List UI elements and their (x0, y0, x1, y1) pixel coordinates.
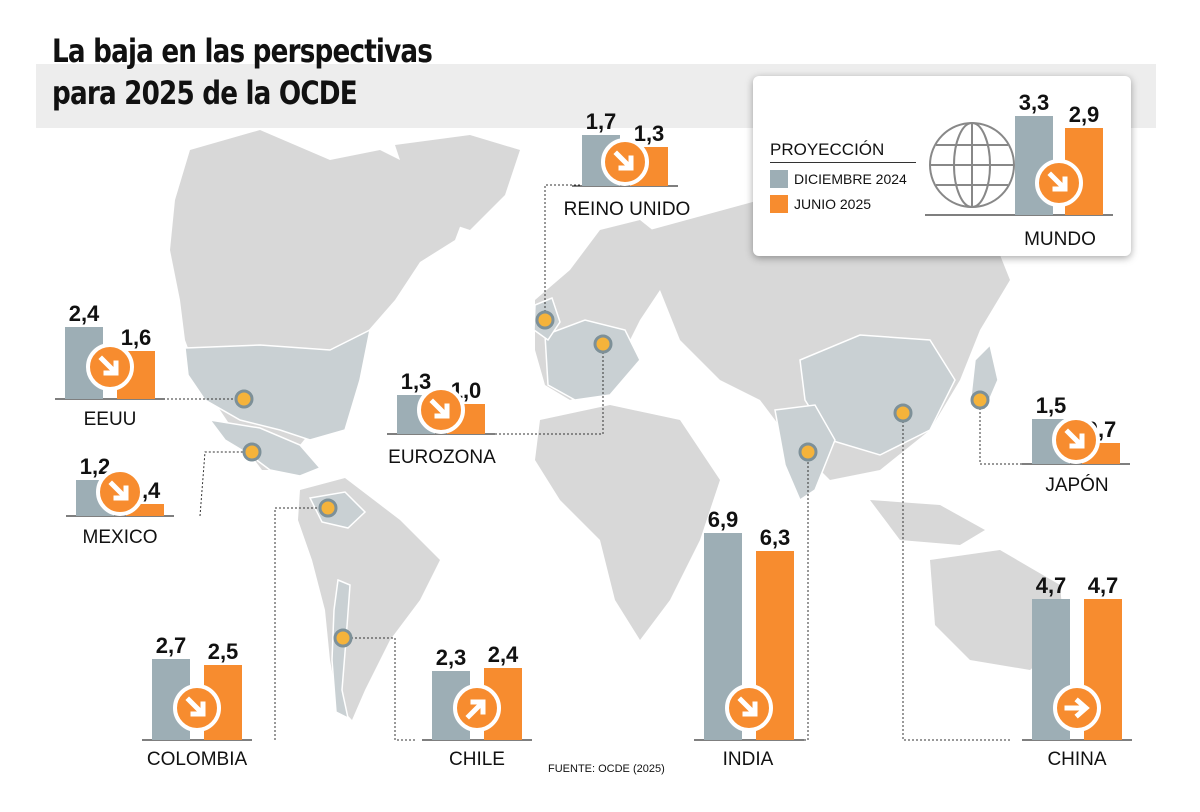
chart-group-chile: 2,3 2,4 CHILE (422, 642, 532, 770)
dot-eurozone (593, 334, 613, 354)
location-dots (234, 310, 990, 648)
value-label-colombia-jun: 2,5 (208, 639, 239, 664)
chart-group-china: 4,7 4,7 CHINA (1022, 573, 1132, 770)
value-label-jap-n-dec: 1,5 (1036, 393, 1067, 418)
legend-label-jun: JUNIO 2025 (794, 196, 872, 212)
trend-down-icon (1047, 171, 1068, 192)
trend-down-icon (98, 355, 119, 376)
legend-swatch-jun (770, 195, 788, 213)
value-label-chile-dec: 2,3 (436, 645, 467, 670)
chart-group-india: 6,9 6,3 INDIA (694, 507, 804, 770)
map-australia (930, 550, 1065, 670)
map-greenland (395, 135, 520, 230)
chart-group-colombia: 2,7 2,5 COLOMBIA (142, 633, 252, 770)
map-chile-highlight (331, 578, 351, 720)
value-label-colombia-dec: 2,7 (156, 633, 187, 658)
trend-down-icon (613, 150, 634, 171)
country-label-reino-unido: REINO UNIDO (564, 199, 691, 220)
country-label-chile: CHILE (449, 749, 505, 770)
value-label-mundo-jun: 2,9 (1069, 102, 1100, 127)
dot-colombia (318, 498, 338, 518)
value-label-reino-unido-dec: 1,7 (586, 109, 617, 134)
connector-lines (163, 184, 1030, 741)
country-label-mexico: MEXICO (83, 527, 158, 548)
value-label-eeuu-jun: 1,6 (121, 325, 152, 350)
chart-group-reino-unido: 1,7 1,3 REINO UNIDO (564, 109, 691, 220)
chart-group-eeuu: 2,4 1,6 EEUU (55, 301, 165, 430)
legend-swatch-dec (770, 170, 788, 188)
trend-up-icon (465, 699, 486, 720)
map-usa-highlight (184, 328, 372, 441)
value-label-china-dec: 4,7 (1036, 573, 1067, 598)
dot-china (893, 403, 913, 423)
trend-down-icon (185, 696, 206, 717)
value-label-mundo-dec: 3,3 (1019, 90, 1050, 115)
page-title: La baja en las perspectivas para 2025 de… (52, 30, 511, 114)
map-mexico-highlight (208, 418, 322, 477)
dot-india (798, 442, 818, 462)
value-label-eeuu-dec: 2,4 (69, 301, 100, 326)
value-label-reino-unido-jun: 1,3 (634, 121, 665, 146)
legend-heading: PROYECCIÓN (770, 140, 916, 163)
title-line-2: para 2025 de la OCDE (52, 74, 358, 112)
legend-label-dec: DICIEMBRE 2024 (794, 171, 907, 187)
map-africa (535, 405, 720, 640)
trend-down-icon (737, 696, 758, 717)
value-label-china-jun: 4,7 (1088, 573, 1119, 598)
value-label-eurozona-dec: 1,3 (401, 369, 432, 394)
dot-chile (333, 628, 353, 648)
source-note: FUENTE: OCDE (2025) (548, 763, 665, 775)
globe-icon (929, 122, 1015, 208)
trend-down-icon (429, 398, 450, 419)
country-label-eeuu: EEUU (84, 409, 137, 430)
value-label-chile-jun: 2,4 (488, 642, 519, 667)
country-label-mundo: MUNDO (1024, 229, 1096, 250)
country-label-china: CHINA (1047, 749, 1106, 770)
dot-uk (535, 310, 555, 330)
country-label-jap-n: JAPÓN (1045, 474, 1108, 496)
trend-flat-icon (1064, 697, 1090, 719)
trend-down-icon (1064, 428, 1085, 449)
legend-item-jun: JUNIO 2025 (770, 195, 871, 213)
map-se-asia (870, 500, 985, 545)
legend-item-dec: DICIEMBRE 2024 (770, 170, 907, 188)
dot-mexico (242, 442, 262, 462)
trend-down-icon (108, 480, 129, 501)
country-label-india: INDIA (723, 749, 774, 770)
country-label-colombia: COLOMBIA (147, 749, 248, 770)
dot-usa (234, 389, 254, 409)
title-line-1: La baja en las perspectivas (52, 32, 433, 70)
country-label-eurozona: EUROZONA (388, 447, 496, 468)
dot-japan (970, 390, 990, 410)
chart-group-mundo: 3,3 2,9 MUNDO (925, 90, 1113, 250)
value-label-india-jun: 6,3 (760, 525, 791, 550)
map-eurozone-highlight (544, 319, 641, 401)
value-label-india-dec: 6,9 (708, 507, 739, 532)
